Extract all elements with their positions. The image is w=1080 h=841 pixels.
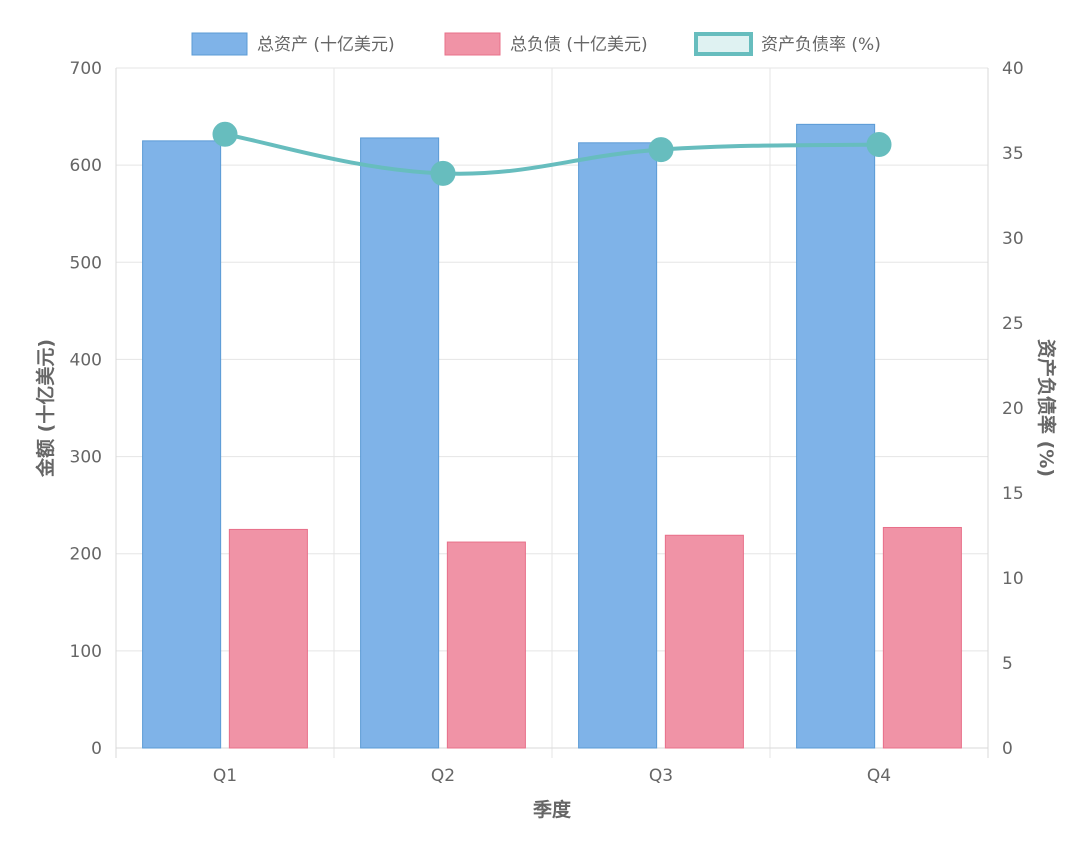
right-y-tick-label: 25: [1002, 314, 1024, 334]
right-y-axis: 0 5 10 15 20 25 30 35 40: [1002, 59, 1024, 759]
bar-total-assets: [578, 142, 658, 749]
left-y-tick-label: 700: [70, 59, 102, 79]
legend-swatch: [191, 32, 248, 56]
bar-total-liabilities: [882, 526, 962, 749]
x-tick-label: Q2: [431, 766, 455, 786]
x-axis-title: 季度: [533, 798, 572, 821]
legend-total-liabilities: 总负债 (十亿美元): [444, 32, 648, 56]
legend-label: 总负债 (十亿美元): [510, 35, 648, 55]
ratio-line: [212, 121, 892, 186]
right-y-tick-label: 40: [1002, 59, 1024, 79]
bar-total-assets: [796, 123, 876, 749]
bars: [142, 123, 962, 749]
ratio-line-path: [224, 132, 880, 176]
bar-total-liabilities: [446, 541, 526, 749]
legend-swatch: [694, 32, 753, 56]
left-y-axis: 0 100 200 300 400 500 600 700: [70, 59, 102, 759]
right-y-tick-label: 20: [1002, 399, 1024, 419]
bar-total-liabilities: [228, 528, 308, 749]
legend-swatch: [444, 32, 501, 56]
legend-debt-ratio: 资产负债率 (%): [694, 32, 881, 56]
right-y-tick-label: 35: [1002, 144, 1024, 164]
left-y-tick-label: 500: [70, 253, 102, 273]
left-y-tick-label: 400: [70, 350, 102, 370]
left-y-axis-title: 金额 (十亿美元): [34, 339, 57, 478]
right-y-tick-label: 0: [1002, 739, 1013, 759]
right-y-axis-title: 资产负债率 (%): [1035, 339, 1058, 477]
ratio-point: [212, 121, 238, 147]
x-tick-label: Q1: [213, 766, 237, 786]
ratio-point: [430, 160, 456, 186]
bar-total-liabilities: [664, 534, 744, 749]
bar-total-assets: [142, 140, 222, 749]
right-y-tick-label: 15: [1002, 484, 1024, 504]
left-y-tick-label: 200: [70, 545, 102, 565]
left-y-tick-label: 600: [70, 156, 102, 176]
right-y-tick-label: 30: [1002, 229, 1024, 249]
x-tick-label: Q4: [867, 766, 891, 786]
left-y-tick-label: 0: [91, 739, 102, 759]
x-axis: Q1 Q2 Q3 Q4: [213, 766, 891, 786]
right-y-tick-label: 10: [1002, 569, 1024, 589]
legend-label: 资产负债率 (%): [761, 35, 881, 55]
legend-total-assets: 总资产 (十亿美元): [191, 32, 395, 56]
bar-total-assets: [360, 137, 440, 749]
ratio-point: [648, 137, 674, 163]
x-tick-label: Q3: [649, 766, 673, 786]
left-y-tick-label: 300: [70, 448, 102, 468]
legend-label: 总资产 (十亿美元): [257, 35, 395, 55]
left-y-tick-label: 100: [70, 642, 102, 662]
legend: 总资产 (十亿美元) 总负债 (十亿美元) 资产负债率 (%): [191, 32, 881, 56]
right-y-tick-label: 5: [1002, 654, 1013, 674]
ratio-point: [866, 132, 892, 157]
